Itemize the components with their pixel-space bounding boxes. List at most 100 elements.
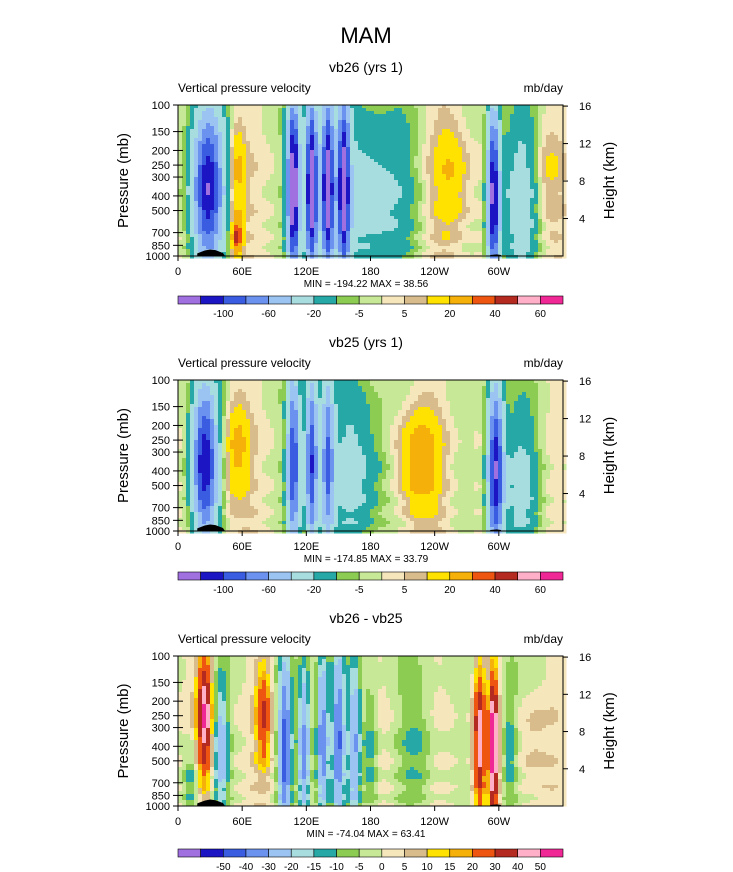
field-cell [542,237,547,241]
field-cell [450,240,455,244]
field-cell [474,186,479,190]
field-cell [390,105,395,109]
field-cell [410,216,415,220]
field-cell [498,153,503,157]
field-cell [526,252,531,256]
field-cell [322,249,327,253]
field-cell [202,126,207,130]
field-cell [354,204,359,208]
field-cell [562,111,567,115]
field-cell [382,150,387,154]
field-cell [350,126,355,130]
field-cell [550,117,555,121]
field-cell [386,237,391,241]
field-cell [246,159,251,163]
field-cell [190,183,195,187]
field-cell [426,240,431,244]
field-cell [506,156,511,160]
field-cell [358,165,363,169]
field-cell [382,249,387,253]
field-cell [266,153,271,157]
field-cell [214,117,219,121]
field-cell [190,138,195,142]
field-cell [178,162,183,166]
field-cell [334,204,339,208]
field-cell [250,183,255,187]
field-cell [382,204,387,208]
field-cell [470,135,475,139]
field-cell [230,246,235,250]
field-cell [226,174,231,178]
field-cell [378,243,383,247]
field-cell [498,147,503,151]
field-cell [550,186,555,190]
field-cell [274,165,279,169]
field-cell [414,195,419,199]
field-cell [234,222,239,226]
field-cell [350,162,355,166]
field-cell [218,135,223,139]
field-cell [282,171,287,175]
field-cell [486,105,491,109]
field-cell [422,189,427,193]
field-cell [254,192,259,196]
field-cell [238,186,243,190]
y2-tick-label: 12 [579,139,591,151]
field-cell [242,129,247,133]
field-cell [186,111,191,115]
field-cell [438,105,443,109]
field-cell [498,114,503,118]
field-cell [450,165,455,169]
field-cell [510,150,515,154]
field-cell [374,165,379,169]
field-cell [338,186,343,190]
field-cell [522,120,527,124]
field-cell [522,192,527,196]
field-cell [422,219,427,223]
field-cell [202,105,207,109]
field-cell [230,228,235,232]
field-cell [366,144,371,148]
field-cell [318,165,323,169]
field-cell [386,138,391,142]
field-cell [198,105,203,109]
field-cell [262,186,267,190]
field-cell [474,162,479,166]
field-cell [422,252,427,256]
field-cell [250,204,255,208]
field-cell [266,183,271,187]
field-cell [382,189,387,193]
field-cell [542,192,547,196]
field-cell [506,225,511,229]
field-cell [302,255,307,259]
field-cell [318,252,323,256]
field-cell [450,255,455,259]
field-cell [306,219,311,223]
field-cell [402,246,407,250]
field-cell [538,225,543,229]
field-cell [562,138,567,142]
field-cell [430,168,435,172]
field-cell [286,111,291,115]
field-cell [194,186,199,190]
field-cell [378,216,383,220]
field-cell [530,195,535,199]
field-cell [178,171,183,175]
field-cell [458,243,463,247]
field-cell [318,219,323,223]
field-cell [382,123,387,127]
field-cell [462,168,467,172]
field-cell [350,240,355,244]
field-cell [390,231,395,235]
field-cell [370,135,375,139]
field-cell [266,219,271,223]
field-cell [226,207,231,211]
field-cell [262,147,267,151]
field-cell [270,165,275,169]
field-cell [542,138,547,142]
field-cell [530,174,535,178]
field-cell [230,108,235,112]
field-cell [254,159,259,163]
field-cell [546,195,551,199]
field-cell [418,192,423,196]
